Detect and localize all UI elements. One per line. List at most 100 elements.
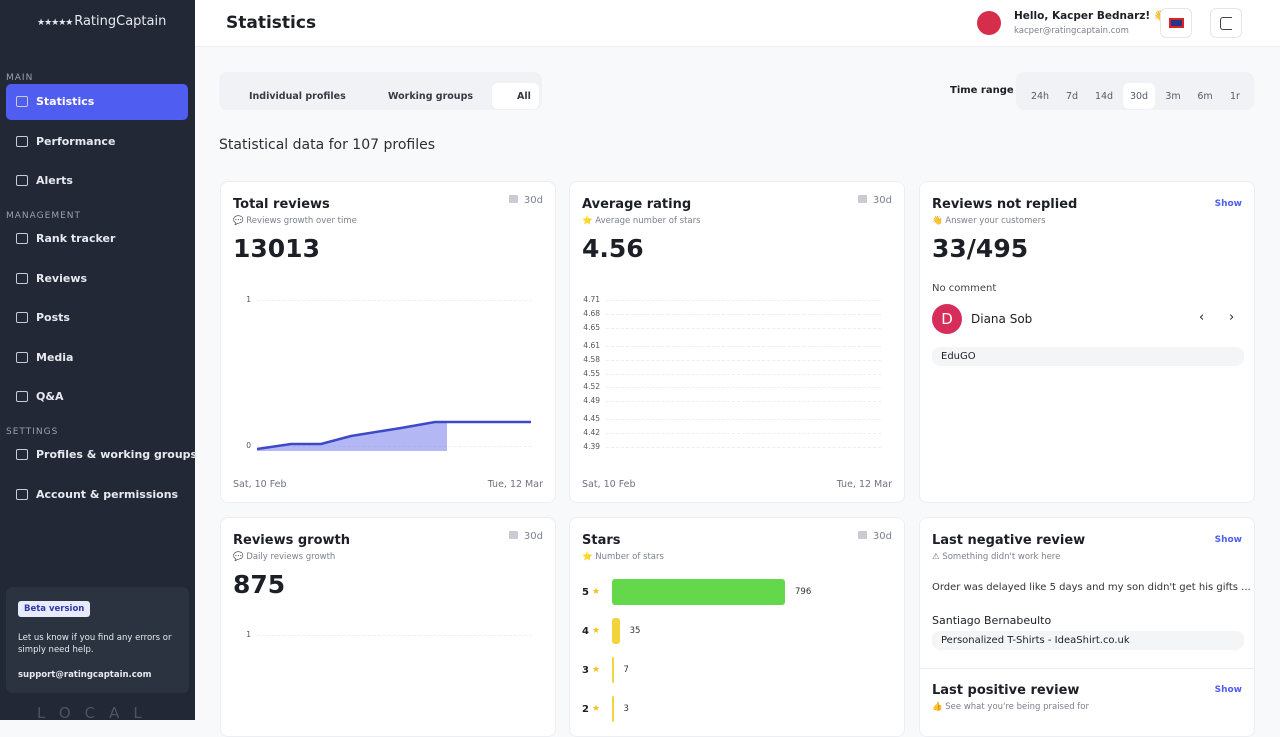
card-subtitle: 💬 Daily reviews growth	[233, 552, 336, 562]
reviewer-name: Diana Sob	[971, 312, 1033, 326]
period-badge[interactable]: 30d	[509, 531, 543, 542]
grid-line	[606, 327, 881, 329]
card-value: 4.56	[582, 234, 644, 263]
nav-section: MAIN	[6, 73, 34, 83]
value-label: 796	[795, 587, 812, 597]
card-not-replied: Reviews not replied 👋 Answer your custom…	[919, 181, 1255, 503]
logout-icon	[1220, 17, 1232, 30]
period-badge[interactable]: 30d	[858, 531, 892, 542]
grid-line	[606, 313, 881, 315]
card-title: Average rating	[582, 197, 692, 212]
y-tick-label: 4.71	[583, 295, 600, 304]
y-tick-label: 4.58	[583, 354, 600, 364]
nav-section: SETTINGS	[6, 427, 59, 437]
value-label: 35	[629, 626, 641, 636]
profile-tabs: Individual profiles Working groups All	[219, 72, 542, 110]
footer-logo: LOCAL	[37, 704, 156, 722]
nav-item[interactable]: Q&A	[6, 379, 188, 415]
prev-button[interactable]: ‹	[1199, 310, 1205, 325]
show-link[interactable]: Show	[1214, 199, 1242, 209]
avatar[interactable]	[977, 11, 1001, 35]
nav-item[interactable]: Reviews	[6, 261, 188, 297]
next-button[interactable]: ›	[1229, 310, 1235, 325]
page: ★★★★★ RatingCaptain MAIN Statistics Perfor…	[0, 0, 1280, 720]
nav-icon	[16, 175, 28, 186]
range[interactable]: 14d	[1094, 91, 1114, 102]
y-tick-label: 4.49	[583, 396, 600, 406]
nav-item[interactable]: Media	[6, 340, 188, 376]
topbar: Statistics Hello, Kacper Bednarz! 👋 kacp…	[195, 0, 1280, 47]
card-total-reviews: Total reviews 💬 Reviews growth over time…	[220, 181, 556, 503]
date-end: Tue, 12 Mar	[836, 479, 892, 490]
card-title: Reviews not replied	[932, 197, 1078, 212]
user-email: kacper@ratingcaptain.com	[1014, 26, 1129, 36]
range[interactable]: 3m	[1165, 91, 1181, 102]
date-start: Sat, 10 Feb	[233, 479, 287, 490]
range[interactable]: 24h	[1030, 91, 1050, 102]
card-subtitle: 👋 Answer your customers	[932, 216, 1046, 226]
nav-icon	[16, 449, 28, 460]
star-label: 4	[582, 626, 589, 637]
y-tick-label: 4.65	[583, 322, 600, 332]
tab-active[interactable]: All	[492, 83, 539, 109]
grid-line	[606, 387, 881, 389]
card-reviews-growth: Reviews growth 💬 Daily reviews growth 30…	[220, 517, 556, 737]
card-subtitle: 💬 Reviews growth over time	[233, 216, 357, 226]
range[interactable]: 1r	[1230, 91, 1240, 102]
nav-item[interactable]: Statistics	[6, 84, 188, 120]
tab[interactable]: Individual profiles	[249, 91, 346, 102]
nav-icon	[16, 136, 28, 147]
date-start: Sat, 10 Feb	[582, 479, 636, 490]
card-stars: Stars ⭐ Number of stars 30d 5 ★ 796 4 ★ 35 3 ★ 7…	[569, 517, 905, 737]
brand: ★★★★★ RatingCaptain	[37, 14, 167, 29]
y-tick-label: 4.61	[583, 340, 600, 350]
y-tick-label: 4.42	[583, 428, 600, 438]
card-title: Last negative review	[932, 533, 1086, 548]
beta-badge: Beta version	[18, 601, 91, 617]
brand-name: RatingCaptain	[74, 14, 167, 29]
y-tick-label: 1	[246, 630, 251, 639]
range-active[interactable]: 30d	[1123, 83, 1155, 109]
star-label: 2	[582, 704, 589, 715]
card-reviews-latest: Last negative review ⚠ Something didn't …	[919, 517, 1255, 737]
grid-line	[606, 300, 881, 301]
logout-button[interactable]	[1210, 8, 1242, 38]
nav-item[interactable]: Profiles & working groups	[6, 437, 197, 473]
card-subtitle: 👍 See what you're being praised for	[932, 702, 1089, 712]
tab[interactable]: Working groups	[388, 91, 474, 102]
range[interactable]: 7d	[1065, 91, 1079, 102]
grid-line	[257, 635, 532, 636]
nav-icon	[16, 273, 28, 284]
bar	[612, 696, 614, 722]
y-tick-label: 4.39	[583, 442, 600, 451]
line-chart	[257, 420, 531, 451]
y-tick-label: 4.52	[583, 382, 600, 392]
nav-item[interactable]: Account & permissions	[6, 477, 188, 513]
nav-icon	[16, 391, 28, 402]
period-badge[interactable]: 30d	[858, 195, 892, 206]
grid-line	[257, 300, 532, 301]
period-badge[interactable]: 30d	[509, 195, 543, 206]
profile-pill: Personalized T-Shirts - IdeaShirt.co.uk	[932, 631, 1244, 650]
range[interactable]: 6m	[1197, 91, 1213, 102]
nav-item[interactable]: Alerts	[6, 163, 188, 199]
nav-icon	[16, 233, 28, 244]
beta-box: Beta version Let us know if you find any…	[6, 587, 189, 693]
nav-item[interactable]: Posts	[6, 300, 188, 336]
star-label: 5	[582, 587, 589, 598]
sidebar: ★★★★★ RatingCaptain MAIN Statistics Perfor…	[0, 0, 197, 722]
language-button[interactable]	[1160, 8, 1192, 38]
beta-email[interactable]: support@ratingcaptain.com	[18, 670, 152, 680]
greeting: Hello, Kacper Bednarz! 👋	[1014, 10, 1167, 22]
y-tick-label: 0	[246, 441, 251, 450]
star-label: 3	[582, 665, 589, 676]
nav-section: MANAGEMENT	[6, 211, 81, 221]
grid-line	[606, 359, 881, 361]
show-link[interactable]: Show	[1214, 685, 1242, 695]
nav-item[interactable]: Rank tracker	[6, 221, 188, 257]
show-link[interactable]: Show	[1214, 535, 1242, 545]
flag	[1169, 18, 1184, 28]
nav-item[interactable]: Performance	[6, 124, 188, 160]
grid-line	[606, 433, 881, 435]
card-title: Stars	[582, 533, 621, 548]
